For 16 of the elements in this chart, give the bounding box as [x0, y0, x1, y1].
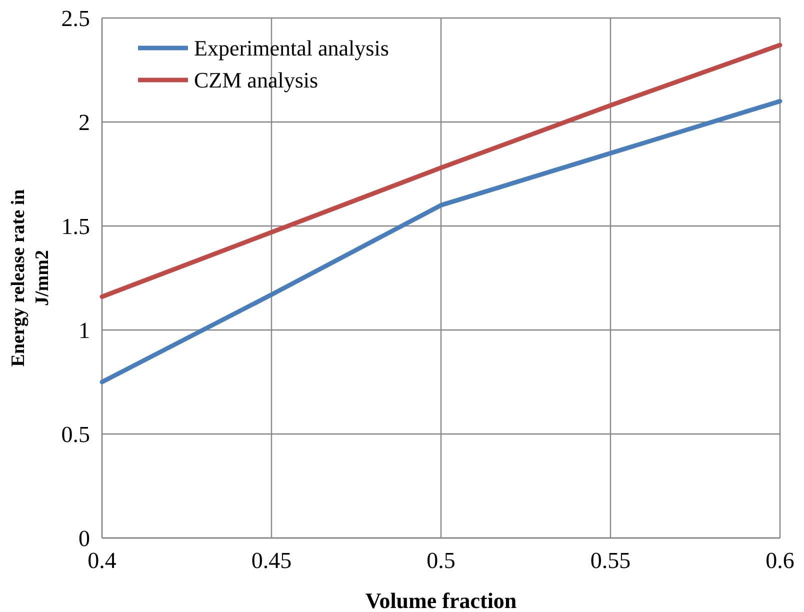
x-tick-label: 0.4 [88, 548, 117, 573]
legend-label: CZM analysis [194, 68, 318, 93]
x-tick-label: 0.5 [426, 548, 456, 573]
x-axis-title: Volume fraction [365, 588, 517, 612]
legend-label: Experimental analysis [194, 36, 389, 61]
y-tick-label: 2 [78, 110, 90, 136]
line-series [100, 98, 782, 384]
x-tick-label: 0.45 [251, 548, 292, 573]
x-tick-label: 0.6 [766, 548, 794, 573]
y-tick-label: 1 [78, 318, 90, 344]
y-tick-label: 0.5 [61, 422, 90, 448]
y-tick-label: 0 [78, 526, 90, 552]
x-tick-label: 0.55 [590, 548, 631, 573]
y-tick-label: 1.5 [61, 214, 90, 240]
y-tick-label: 2.5 [61, 6, 90, 32]
y-axis-title: Energy release rate in J/mm2 [8, 188, 53, 367]
